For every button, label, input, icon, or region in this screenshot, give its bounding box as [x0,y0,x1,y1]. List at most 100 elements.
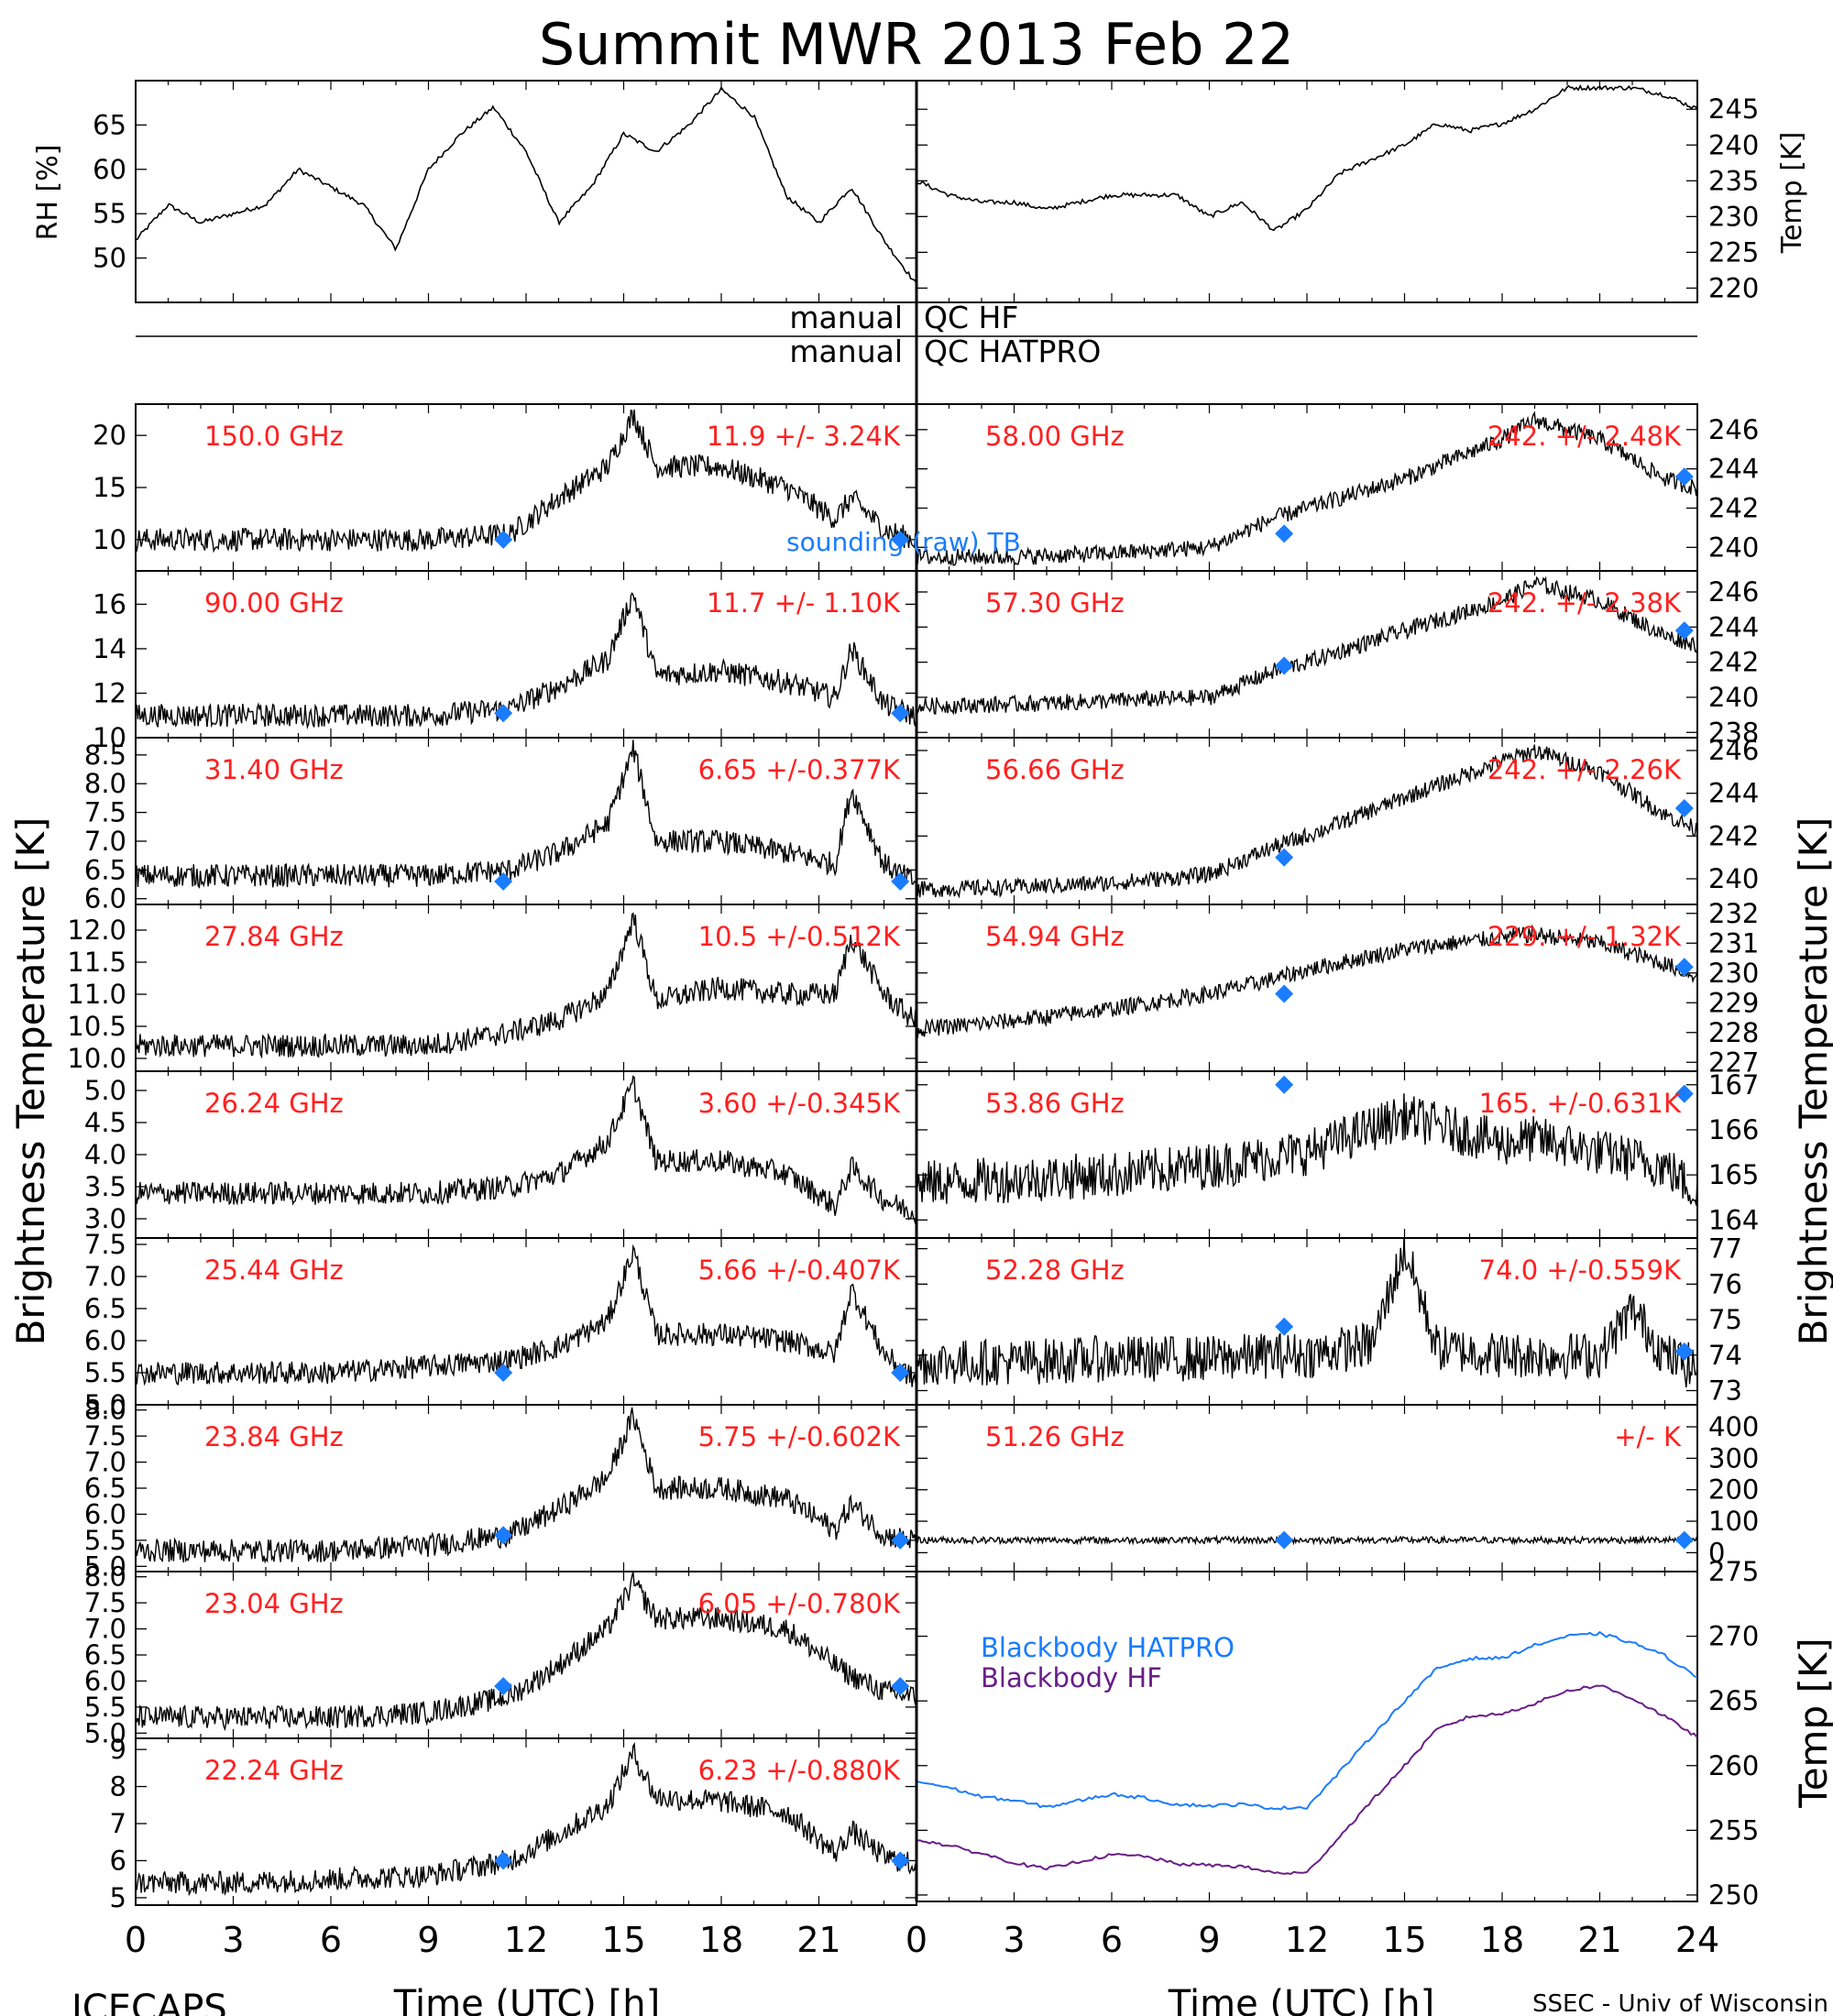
channel-panel-left: 10.010.511.011.512.0 27.84 GHz 10.5 +/-0.5… [67,904,917,1074]
footer-left: ICECAPS [71,1988,227,2016]
y-tick-label: 7.5 [84,797,126,828]
y-tick-label: 245 [1708,93,1759,125]
channel-frequency: 52.28 GHz [985,1255,1125,1286]
y-tick-label: 60 [93,154,126,185]
y-tick-label: 246 [1708,414,1759,445]
y-tick-label: 6.5 [84,1639,126,1671]
y-tick-label: 11.0 [67,979,126,1010]
y-tick-label: 7.0 [84,826,126,857]
sounding-marker [1674,1530,1694,1550]
sounding-marker [494,530,513,549]
x-tick-label: 0 [906,1920,927,1960]
qc-hatpro-manual: manual [789,334,903,369]
x-tick-label: 21 [796,1920,840,1960]
y-tick-label: 6.5 [84,1473,126,1504]
x-tick-label: 15 [601,1920,645,1960]
channel-panel-left: 5.05.56.06.57.07.5 25.44 GHz 5.66 +/-0.407… [84,1229,917,1420]
qc-hf-label: QC HF [924,300,1018,335]
channel-frequency: 26.24 GHz [204,1088,344,1119]
y-tick-label: 200 [1708,1474,1759,1506]
footer-right: SSEC - Univ of Wisconsin [1532,1990,1828,2016]
y-tick-label: 10.0 [67,1043,126,1074]
channel-statistic: +/- K [1614,1421,1682,1452]
y-tick-label: 6 [110,1845,126,1876]
y-tick-label: 235 [1708,165,1759,196]
x-tick-label: 12 [504,1920,548,1960]
x-tick-label: 24 [1675,1920,1719,1960]
sounding-marker [891,704,910,723]
sounding-marker [891,530,910,549]
y-tick-label: 220 [1708,272,1759,303]
y-tick-label: 15 [93,472,126,503]
right-ylabel: Brightness Temperature [K] [1791,817,1833,1346]
channel-statistic: 6.23 +/-0.880K [698,1755,901,1786]
x-tick-label: 6 [320,1920,342,1960]
y-tick-label: 300 [1708,1442,1759,1474]
y-tick-label: 5 [110,1882,126,1913]
y-tick-label: 250 [1708,1879,1759,1911]
sounding-marker [1674,467,1694,487]
series-line [916,575,1698,716]
y-tick-label: 240 [1708,682,1759,713]
sounding-marker [891,1364,910,1382]
y-tick-label: 400 [1708,1411,1759,1442]
y-tick-label: 244 [1708,778,1759,809]
y-tick-label: 7 [110,1808,126,1839]
y-tick-label: 100 [1708,1506,1759,1537]
y-tick-label: 260 [1708,1750,1759,1781]
series-line [135,1075,917,1224]
series-line [135,85,917,284]
channel-frequency: 25.44 GHz [204,1255,344,1286]
sounding-marker [1275,848,1294,867]
y-tick-label: 55 [93,198,126,229]
channel-frequency: 27.84 GHz [204,921,344,952]
sounding-marker [1275,1075,1294,1094]
y-tick-label: 3.0 [84,1203,126,1234]
y-tick-label: 8.5 [84,740,126,771]
x-tick-label: 18 [699,1920,743,1960]
qc-strip: manual QC HF manual QC HATPRO [136,300,1697,369]
sounding-marker [1275,1317,1294,1336]
sounding-marker [1674,799,1694,817]
y-tick-label: 228 [1708,1017,1759,1048]
y-tick-label: 225 [1708,236,1759,268]
y-tick-label: 7.5 [84,1420,126,1452]
y-tick-label: 7.0 [84,1447,126,1478]
channel-statistic: 11.7 +/- 1.10K [707,587,901,619]
y-tick-label: 6.5 [84,854,126,885]
channel-frequency: 22.24 GHz [204,1755,344,1786]
channel-panel-left: 5.05.56.06.57.07.58.0 23.04 GHz 6.05 +/-0.… [84,1561,917,1748]
channel-frequency: 57.30 GHz [985,587,1125,619]
x-axis-left: 0 3 6 9 12 15 18 21 [125,1920,841,1960]
y-tick-label: 74 [1708,1340,1742,1371]
y-tick-label: 75 [1708,1304,1742,1335]
x-axis-label-left: Time (UTC) [h] [393,1983,660,2016]
y-tick-label: 270 [1708,1621,1759,1652]
chart-title: Summit MWR 2013 Feb 22 [539,11,1294,78]
x-axis-right: 0 3 6 9 12 15 18 21 24 [906,1920,1719,1960]
y-tick-label: 7.5 [84,1587,126,1618]
y-tick-label: 10 [93,722,126,753]
blackbody-series-line [916,1630,1698,1811]
y-tick-label: 6.0 [84,883,126,915]
sounding-marker [891,1851,910,1870]
sounding-marker [891,1677,910,1696]
y-tick-label: 230 [1708,958,1759,989]
y-tick-label: 230 [1708,201,1759,232]
y-tick-label: 12.0 [67,915,126,946]
sounding-marker [494,1677,513,1696]
sounding-marker [1674,621,1694,641]
channel-statistic: 242. +/- 2.26K [1487,754,1682,785]
y-tick-label: 20 [93,420,126,451]
channel-panel-left: 6.06.57.07.58.08.5 31.40 GHz 6.65 +/-0.377… [84,737,917,915]
y-tick-label: 5.0 [84,1550,126,1582]
y-tick-label: 16 [93,588,126,619]
channel-statistic: 11.9 +/- 3.24K [707,421,901,452]
y-tick-label: 4.5 [84,1107,126,1138]
sounding-marker [1674,1342,1694,1361]
y-tick-label: 6.5 [84,1293,126,1324]
sounding-marker [494,1526,513,1545]
y-tick-label: 244 [1708,454,1759,485]
